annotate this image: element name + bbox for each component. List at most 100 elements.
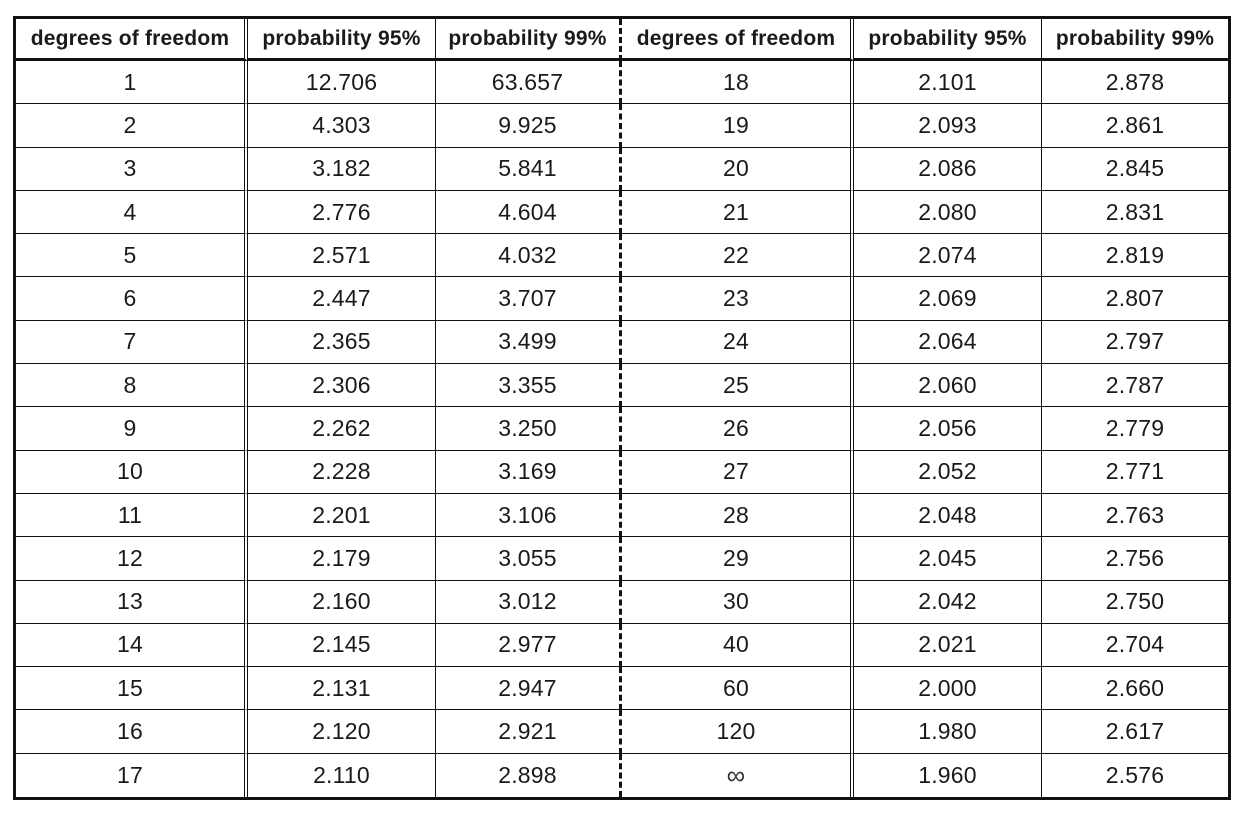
- table-cell-p95-left: 2.306: [248, 364, 436, 408]
- table-cell-p95-right: 2.069: [854, 277, 1042, 321]
- table-cell-p99-right: 2.756: [1042, 537, 1228, 581]
- table-cell-p99-right: 2.763: [1042, 494, 1228, 538]
- table-cell-p95-right: 1.960: [854, 753, 1042, 797]
- table-cell-p95-left: 2.179: [248, 537, 436, 581]
- table-cell-df-right: 29: [622, 537, 854, 581]
- column-header-p95-right: probability 95%: [854, 19, 1042, 61]
- table-cell-p95-right: 2.042: [854, 580, 1042, 624]
- table-cell-p95-left: 2.110: [248, 753, 436, 797]
- table-cell-p95-right: 2.048: [854, 493, 1042, 538]
- table-cell-p95-right: 2.000: [854, 667, 1042, 711]
- table-cell-df-left: 2: [16, 104, 248, 148]
- table-cell-p95-left: 2.365: [248, 320, 436, 365]
- table-cell-df-left: 5: [16, 234, 248, 278]
- table-cell-p99-left: 5.841: [436, 147, 622, 191]
- table-cell-p95-right: 2.093: [854, 104, 1042, 148]
- table-cell-p95-right: 2.045: [854, 537, 1042, 581]
- table-cell-p99-right: 2.617: [1042, 710, 1228, 754]
- table-cell-p99-left: 3.055: [436, 537, 622, 581]
- table-cell-p99-right: 2.787: [1042, 364, 1228, 408]
- table-cell-p99-left: 3.012: [436, 580, 622, 624]
- table-cell-p99-left: 3.499: [436, 320, 622, 365]
- table-cell-df-right: 27: [622, 450, 854, 494]
- table-cell-df-left: 13: [16, 580, 248, 624]
- table-cell-p99-left: 3.250: [436, 407, 622, 451]
- column-header-df-left: degrees of freedom: [16, 19, 248, 61]
- table-cell-p99-right: 2.750: [1042, 581, 1228, 624]
- table-cell-df-right: 23: [622, 277, 854, 321]
- table-cell-df-left: 17: [16, 753, 248, 797]
- table-cell-p99-right: 2.797: [1042, 321, 1228, 365]
- table-cell-p99-right: 2.779: [1042, 407, 1228, 451]
- table-cell-p99-right: 2.845: [1042, 148, 1228, 191]
- table-cell-p99-right: 2.576: [1105, 761, 1165, 788]
- table-cell-df-left: 8: [16, 364, 248, 408]
- table-cell-p99-right: 2.878: [1042, 61, 1228, 105]
- table-cell-p95-right: 2.101: [854, 61, 1042, 105]
- table-cell-p95-right: 2.064: [854, 320, 1042, 365]
- table-cell-p95-left: 2.228: [248, 450, 436, 494]
- table-cell-p99-right: 2.771: [1042, 451, 1228, 494]
- table-cell-df-right: 18: [622, 61, 854, 105]
- table-cell-p95-left: 2.447: [248, 277, 436, 321]
- table-cell-p95-right: 2.086: [854, 147, 1042, 191]
- table-cell-p95-right: 2.056: [854, 407, 1042, 451]
- table-cell-p95-left: 2.201: [248, 493, 436, 538]
- table-cell-p99-right: 2.861: [1042, 104, 1228, 148]
- table-cell-p99-right: 2.819: [1042, 234, 1228, 278]
- column-header-df-right: degrees of freedom: [622, 19, 854, 61]
- table-cell-p95-right: 2.060: [854, 364, 1042, 408]
- table-cell-df-left: 7: [16, 320, 248, 365]
- table-cell-df-right: 19: [622, 104, 854, 148]
- table-cell-df-right: 120: [622, 710, 854, 754]
- table-cell-df-right: 60: [622, 667, 854, 711]
- table-cell-p99-left: 2.921: [436, 710, 622, 754]
- table-cell-p95-left: 2.131: [248, 667, 436, 711]
- t-distribution-table: degrees of freedom probability 95% probabi…: [13, 16, 1231, 800]
- table-cell-p99-left: 2.947: [436, 667, 622, 711]
- table-cell-p99-right: 2.831: [1042, 191, 1228, 235]
- table-cell-p95-right: 2.021: [854, 623, 1042, 668]
- table-cell-p95-left: 2.262: [248, 407, 436, 451]
- table-cell-df-left: 6: [16, 277, 248, 321]
- table-cell-p99-left: 63.657: [436, 61, 622, 105]
- table-cell-df-left: 1: [16, 61, 248, 105]
- table-cell-df-right: 21: [622, 190, 854, 235]
- table-cell-df-right: 28: [622, 493, 854, 538]
- column-header-p95-left: probability 95%: [248, 19, 436, 61]
- table-cell-df-left: 15: [16, 667, 248, 711]
- table-cell-df-right: ∞: [622, 753, 854, 797]
- table-cell-p95-right: 2.074: [854, 234, 1042, 278]
- table-cell-p95-right: 2.080: [854, 190, 1042, 235]
- table-cell-p99-left: 2.898: [436, 753, 622, 797]
- table-cell-p99-left: 3.707: [436, 277, 622, 321]
- table-cell-p95-left: 4.303: [248, 104, 436, 148]
- table-cell-df-left: 14: [16, 623, 248, 668]
- table-cell-df-right: 22: [622, 234, 854, 278]
- table-cell-p95-right: 1.980: [854, 710, 1042, 754]
- table-cell-df-right: 30: [622, 580, 854, 624]
- table-cell-p95-left: 2.571: [248, 234, 436, 278]
- table-cell-p95-left: 2.120: [248, 710, 436, 754]
- table-cell-p99-right: 2.807: [1042, 277, 1228, 321]
- table-cell-df-right: 20: [622, 147, 854, 191]
- table-cell-p99-left: 3.106: [436, 493, 622, 538]
- table-cell-p95-left: 2.776: [248, 190, 436, 235]
- table-cell-df-right: 26: [622, 407, 854, 451]
- table-cell-p99-left: 3.169: [436, 450, 622, 494]
- table-cell-df-left: 12: [16, 537, 248, 581]
- table-cell-p95-left: 3.182: [248, 147, 436, 191]
- table-cell-df-right: 24: [622, 320, 854, 365]
- table-cell-df-left: 16: [16, 710, 248, 754]
- column-header-p99-right: probability 99%: [1042, 19, 1228, 61]
- table-cell-p99-right: 2.660: [1042, 667, 1228, 711]
- table-cell-p95-left: 2.145: [248, 623, 436, 668]
- table-cell-p95-left: 2.160: [248, 580, 436, 624]
- table-cell-p99-left: 4.604: [436, 190, 622, 235]
- table-cell-df-left: 11: [16, 493, 248, 538]
- table-cell-p95-right: 2.052: [854, 450, 1042, 494]
- table-cell-df-right: 40: [622, 623, 854, 668]
- table-cell-df-left: 4: [16, 190, 248, 235]
- table-cell-p99-right: 2.704: [1042, 624, 1228, 668]
- table-cell-p99-left: 4.032: [436, 234, 622, 278]
